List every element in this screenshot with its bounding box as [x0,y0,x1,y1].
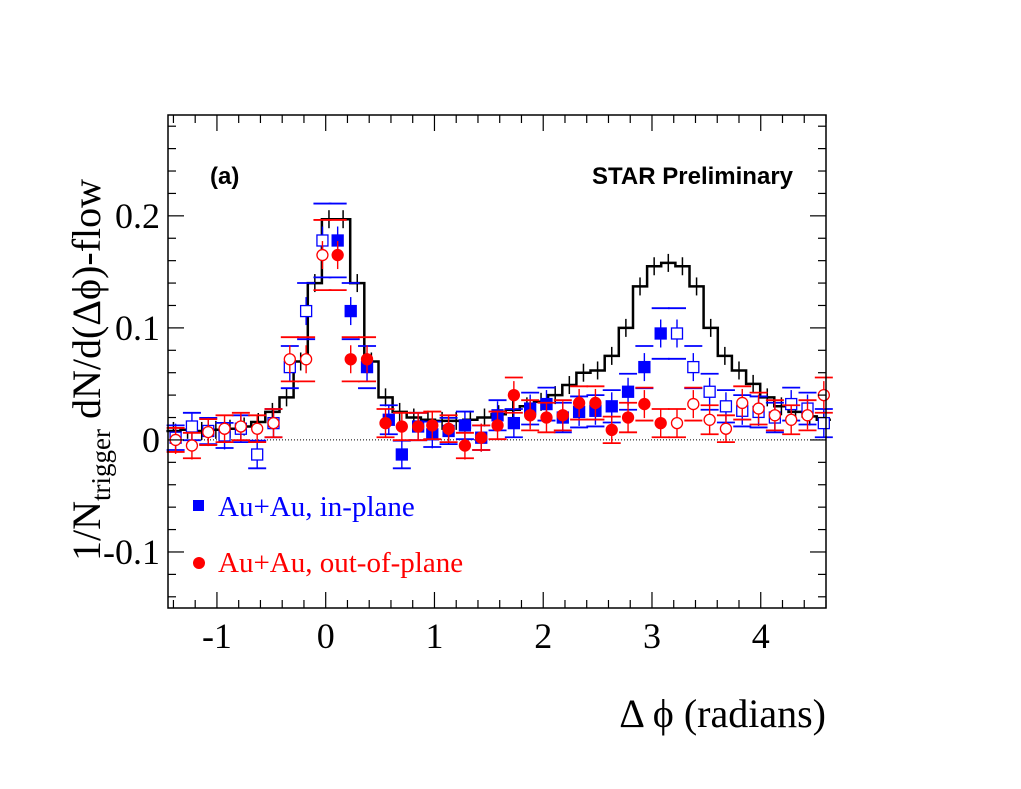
data-point [540,411,553,424]
legend: Au+Au, in-plane Au+Au, out-of-plane [193,491,463,579]
data-point [475,431,488,444]
data-point [556,409,569,422]
data-point [785,413,798,426]
legend-marker-in-plane [193,500,204,511]
data-point [442,422,455,435]
data-point [621,411,635,424]
star-preliminary-annotation: STAR Preliminary [592,163,794,190]
data-point [524,409,537,422]
data-point [344,304,357,318]
data-point [267,416,280,430]
data-point [379,416,392,430]
x-tick-label: 4 [752,616,770,656]
data-point [360,353,374,366]
data-point [185,420,199,433]
data-point [299,304,313,318]
data-point [507,388,521,402]
data-point [654,416,667,430]
data-point [218,422,231,435]
data-point [234,420,248,433]
data-point [344,353,357,366]
y-axis-label-prefix: 1/N [64,501,109,561]
data-point [458,439,472,452]
data-point [507,416,521,430]
x-tick-label: 0 [317,616,335,656]
data-point [621,385,635,398]
data-point [458,419,472,432]
x-tick-label: -1 [202,616,232,656]
data-point [817,416,830,430]
data-point [768,409,782,422]
data-point [752,402,765,415]
y-tick-label: 0.2 [115,196,160,236]
data-point [251,422,264,435]
data-point [395,448,408,461]
panel-label: (a) [210,163,239,190]
data-point [426,419,439,432]
data-point [703,385,716,398]
x-axis-label: Δ ϕ (radians) [619,691,826,736]
series-3 [328,219,670,460]
data-point [299,353,313,366]
x-tick-label: 2 [534,616,552,656]
axes: -1 0 1 2 3 4 -0.1 0 0.1 0.2 [103,114,827,656]
plot-frame [167,114,827,609]
data-point [638,360,651,374]
data-point [719,422,733,435]
y-tick-label: 0 [142,420,160,460]
data-point [654,327,667,340]
x-tick-label: 1 [425,616,443,656]
data-point [185,439,199,452]
data-point [283,353,296,366]
data-point [605,423,618,436]
data-point [703,413,716,426]
y-axis-label: 1/Ntrigger dN/d(Δϕ)-flow [64,179,116,561]
data-point [670,416,684,430]
reference-histogram-line [166,217,831,433]
legend-label-out-of-plane: Au+Au, out-of-plane [218,547,463,579]
data-point [605,400,618,413]
data-point [202,425,215,439]
y-tick-label: 0.1 [115,308,160,348]
y-tick-label: -0.1 [103,532,160,572]
data-point [687,397,700,411]
data-point [801,409,814,422]
legend-marker-out-of-plane [193,557,205,569]
y-axis-label-suffix: dN/d(Δϕ)-flow [64,179,109,429]
data-point [736,396,749,410]
data-point [589,396,602,410]
data-point [719,400,733,413]
data-point [572,396,586,410]
legend-label-in-plane: Au+Au, in-plane [218,491,415,523]
data-point [670,327,684,340]
data-point [687,360,700,374]
data-point [411,420,425,433]
y-axis-label-subscript: trigger [86,429,116,501]
data-point [316,248,329,262]
plot-content [166,202,833,470]
data-point [331,248,344,262]
data-point [491,419,504,432]
data-point [251,448,264,461]
data-point [395,420,408,433]
x-tick-label: 3 [643,616,661,656]
data-point [638,397,651,411]
